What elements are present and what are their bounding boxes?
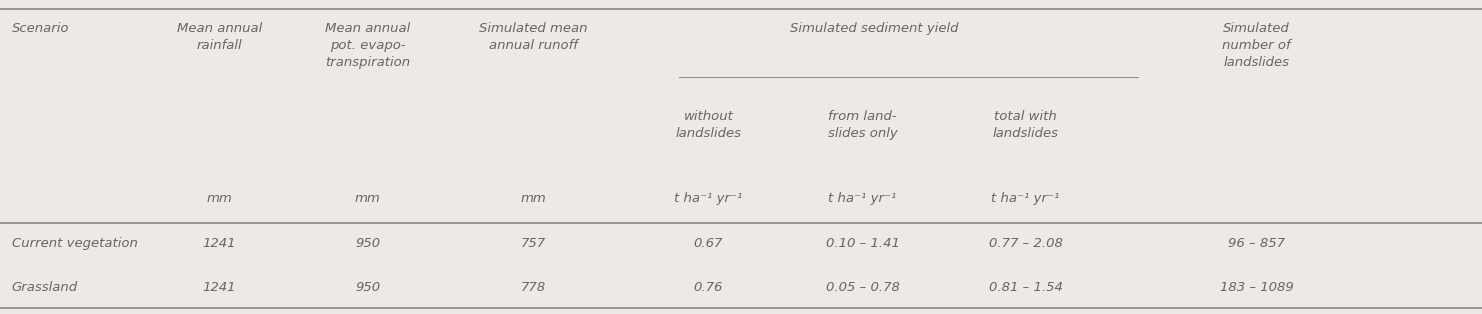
- Text: 0.05 – 0.78: 0.05 – 0.78: [825, 281, 900, 294]
- Text: 757: 757: [522, 237, 545, 250]
- Text: t ha⁻¹ yr⁻¹: t ha⁻¹ yr⁻¹: [828, 192, 897, 204]
- Text: 950: 950: [356, 281, 379, 294]
- Text: Mean annual
rainfall: Mean annual rainfall: [176, 22, 262, 52]
- Text: t ha⁻¹ yr⁻¹: t ha⁻¹ yr⁻¹: [991, 192, 1060, 204]
- Text: 1241: 1241: [203, 237, 236, 250]
- Text: 0.76: 0.76: [694, 281, 723, 294]
- Text: 0.10 – 1.41: 0.10 – 1.41: [825, 237, 900, 250]
- Text: Grassland: Grassland: [12, 281, 79, 294]
- Text: Mean annual
pot. evapo-
transpiration: Mean annual pot. evapo- transpiration: [325, 22, 411, 69]
- Text: 183 – 1089: 183 – 1089: [1220, 281, 1294, 294]
- Text: t ha⁻¹ yr⁻¹: t ha⁻¹ yr⁻¹: [674, 192, 742, 204]
- Text: mm: mm: [206, 192, 233, 204]
- Text: without
landslides: without landslides: [676, 110, 741, 140]
- Text: Current vegetation: Current vegetation: [12, 237, 138, 250]
- Text: total with
landslides: total with landslides: [993, 110, 1058, 140]
- Text: from land-
slides only: from land- slides only: [827, 110, 898, 140]
- Text: Simulated
number of
landslides: Simulated number of landslides: [1223, 22, 1291, 69]
- Text: 778: 778: [522, 281, 545, 294]
- Text: 950: 950: [356, 237, 379, 250]
- Text: 0.77 – 2.08: 0.77 – 2.08: [988, 237, 1063, 250]
- Text: mm: mm: [520, 192, 547, 204]
- Text: 0.81 – 1.54: 0.81 – 1.54: [988, 281, 1063, 294]
- Text: Simulated sediment yield: Simulated sediment yield: [790, 22, 959, 35]
- Text: 96 – 857: 96 – 857: [1229, 237, 1285, 250]
- Text: Simulated mean
annual runoff: Simulated mean annual runoff: [479, 22, 588, 52]
- Text: 0.67: 0.67: [694, 237, 723, 250]
- Text: 1241: 1241: [203, 281, 236, 294]
- Text: Scenario: Scenario: [12, 22, 70, 35]
- Text: mm: mm: [354, 192, 381, 204]
